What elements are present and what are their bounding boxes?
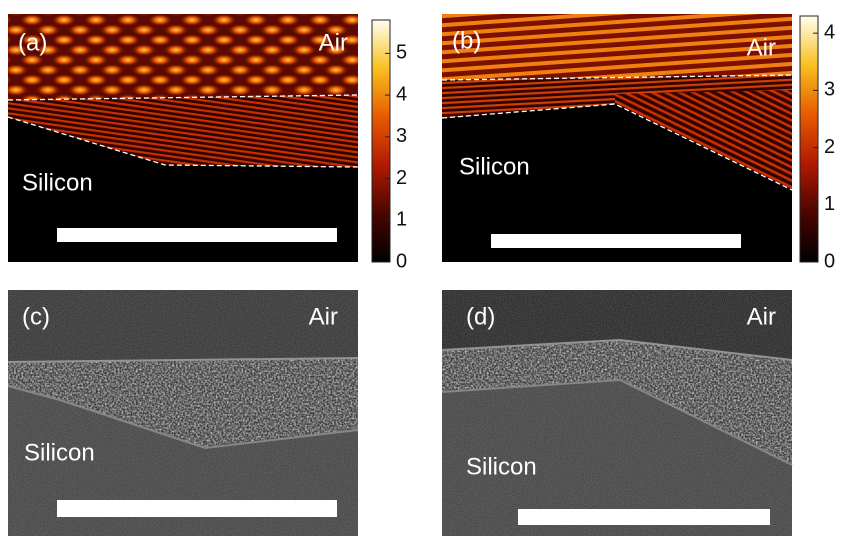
- tick-label: 1: [396, 209, 407, 231]
- tick-label: 0: [396, 250, 407, 272]
- air-label: Air: [747, 303, 776, 330]
- tick-label: 3: [396, 125, 407, 147]
- panel-label: (a): [18, 29, 47, 56]
- silicon-label: Silicon: [24, 439, 95, 466]
- colorbar: [372, 20, 390, 262]
- colorbar: [800, 16, 818, 262]
- tick-label: 2: [824, 136, 835, 158]
- panel-label: (d): [466, 303, 495, 330]
- tick-label: 1: [824, 193, 835, 215]
- air-label: Air: [309, 303, 338, 330]
- silicon-label: Silicon: [466, 453, 537, 480]
- silicon-label: Silicon: [459, 153, 530, 180]
- figure: (a) Air Silicon (b) Air Silicon (c) Air …: [0, 0, 842, 536]
- tick-label: 0: [824, 250, 835, 272]
- tick-label: 5: [396, 42, 407, 64]
- tick-label: 4: [824, 21, 835, 43]
- air-label: Air: [747, 34, 776, 61]
- tick-label: 2: [396, 167, 407, 189]
- air-label: Air: [319, 29, 348, 56]
- panel-a: [8, 14, 358, 262]
- silicon-label: Silicon: [22, 169, 93, 196]
- panel-label: (c): [22, 303, 50, 330]
- panel-b: [442, 14, 792, 262]
- tick-label: 3: [824, 79, 835, 101]
- panel-c: [8, 290, 358, 536]
- tick-label: 4: [396, 83, 407, 105]
- panel-label: (b): [452, 27, 481, 54]
